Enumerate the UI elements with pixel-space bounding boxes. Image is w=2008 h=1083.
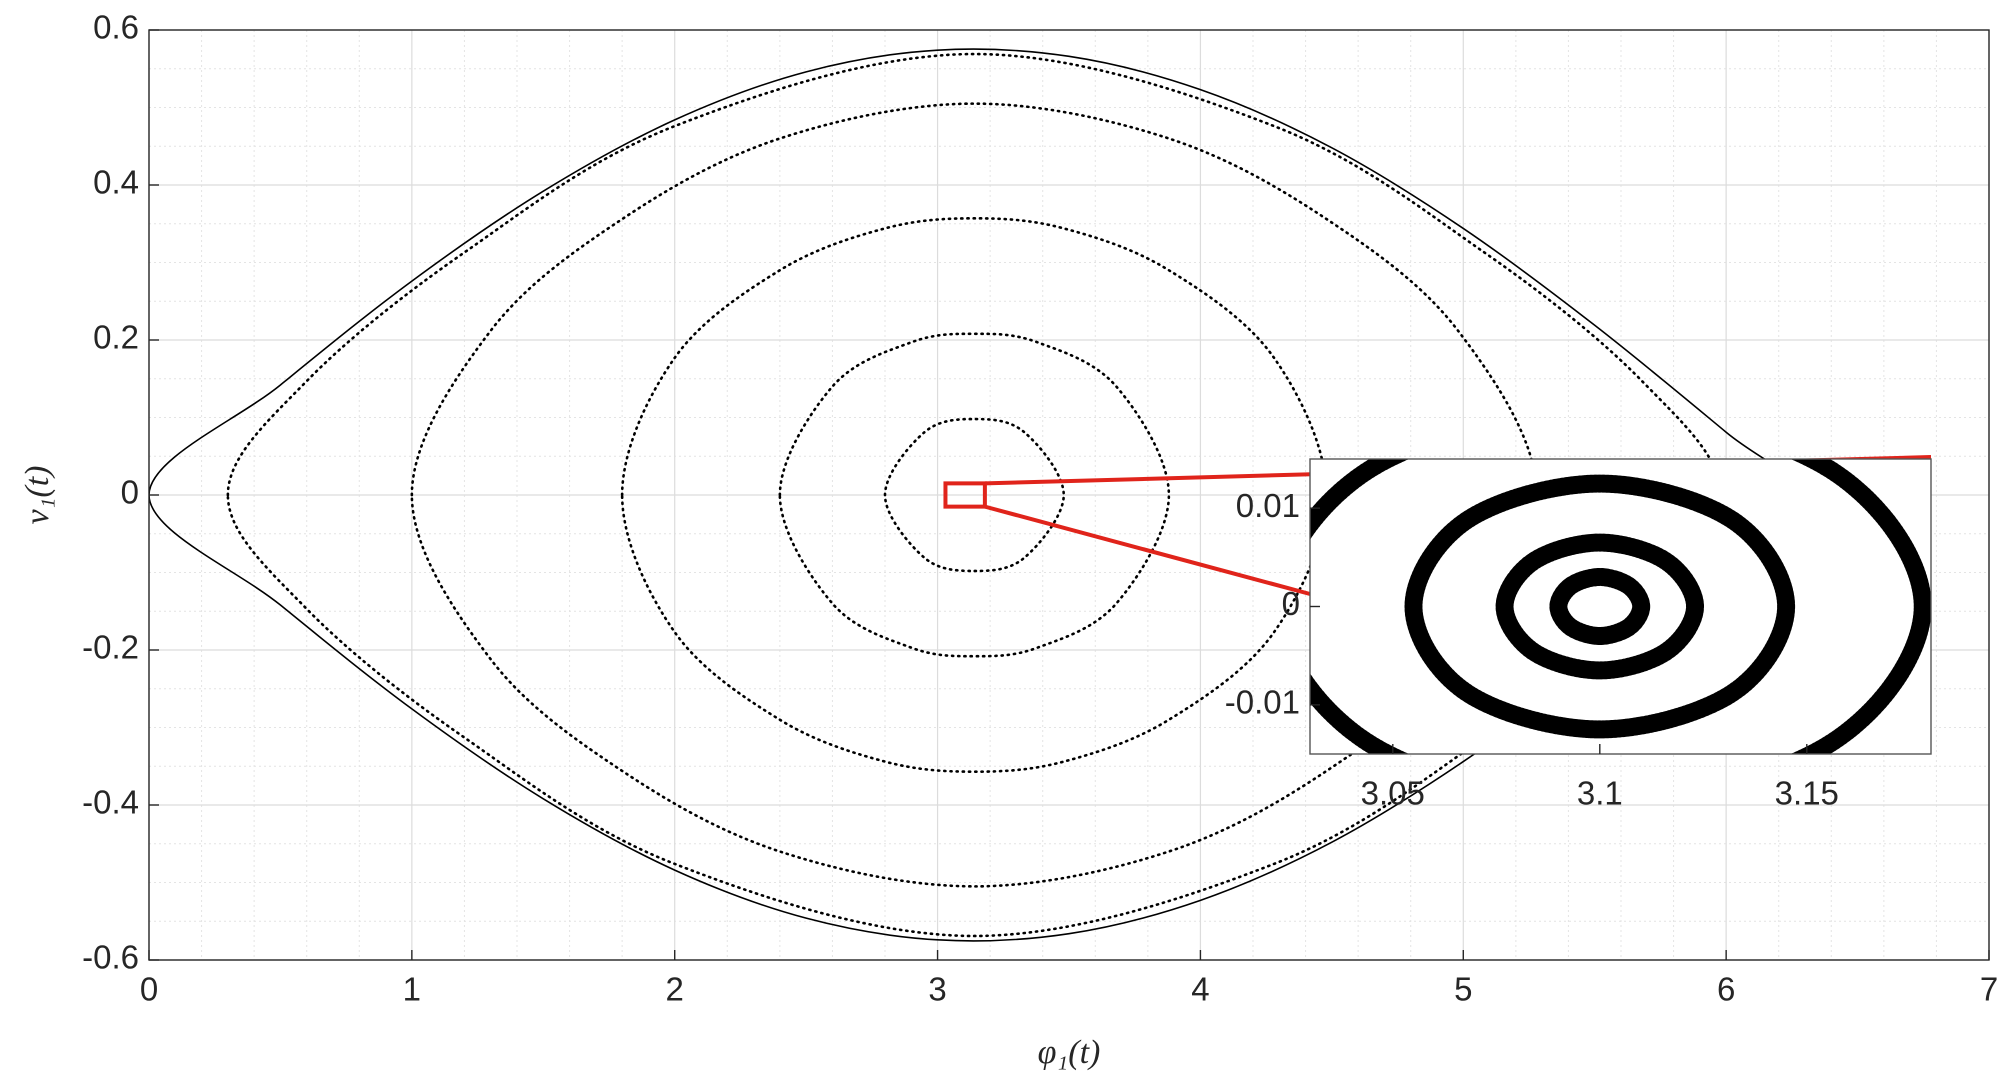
y-tick-label: 0 — [1282, 585, 1300, 622]
y-tick-label: -0.2 — [82, 629, 139, 666]
x-tick-label: 3.05 — [1361, 775, 1425, 812]
zoom-connector — [984, 504, 1311, 596]
x-tick-label: 4 — [1191, 971, 1209, 1008]
y-tick-label: -0.6 — [82, 939, 139, 976]
y-tick-label: 0.2 — [93, 319, 139, 356]
inset-area — [1310, 459, 1931, 754]
orbit — [226, 52, 1723, 938]
y-axis-label: v₁(t) — [19, 465, 56, 524]
orbit — [1495, 533, 1705, 680]
x-axis-label: φ₁(t) — [1038, 1034, 1101, 1071]
orbit — [1549, 567, 1651, 646]
x-tick-label: 3.1 — [1577, 775, 1623, 812]
x-tick-label: 3.15 — [1775, 775, 1839, 812]
y-tick-label: 0 — [121, 474, 139, 511]
x-tick-label: 2 — [666, 971, 684, 1008]
x-tick-label: 0 — [140, 971, 158, 1008]
y-tick-label: 0.4 — [93, 164, 139, 201]
x-tick-label: 5 — [1454, 971, 1472, 1008]
x-tick-label: 6 — [1717, 971, 1735, 1008]
y-tick-label: -0.01 — [1225, 684, 1300, 721]
orbit — [778, 332, 1171, 658]
y-tick-label: 0.6 — [93, 9, 139, 46]
y-tick-label: -0.4 — [82, 784, 139, 821]
x-tick-label: 1 — [403, 971, 421, 1008]
x-tick-label: 7 — [1980, 971, 1998, 1008]
zoom-box — [943, 481, 987, 509]
y-tick-label: 0.01 — [1236, 487, 1300, 524]
x-tick-label: 3 — [928, 971, 946, 1008]
orbit — [1404, 474, 1796, 739]
